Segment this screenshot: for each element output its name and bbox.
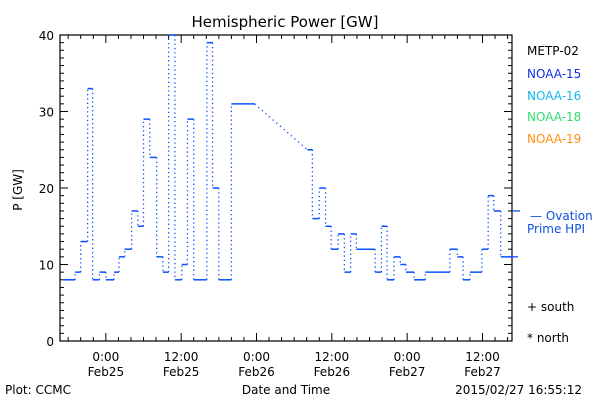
x-tick-label-date: Feb25 xyxy=(163,365,200,379)
legend-ovation-line2: Prime HPI xyxy=(527,222,585,236)
data-series-noaa-15 xyxy=(63,34,520,281)
x-tick-label-date: Feb27 xyxy=(389,365,426,379)
legend-item-noaa-18: NOAA-18 xyxy=(527,110,581,124)
x-tick-label-date: Feb26 xyxy=(314,365,351,379)
plot-source: Plot: CCMC xyxy=(5,383,71,397)
y-axis-label: P [GW] xyxy=(11,169,25,211)
legend-item-noaa-16: NOAA-16 xyxy=(527,89,581,103)
x-tick-label-date: Feb25 xyxy=(88,365,125,379)
y-tick-label: 10 xyxy=(39,259,54,273)
legend-item-noaa-19: NOAA-19 xyxy=(527,132,581,146)
series-gap-connector xyxy=(254,103,308,151)
y-tick-label: 20 xyxy=(39,182,54,196)
legend-ovation-line1: — Ovation xyxy=(530,209,593,223)
y-tick-label: 30 xyxy=(39,106,54,120)
x-tick-label-date: Feb26 xyxy=(238,365,275,379)
x-tick-label-time: 12:00 xyxy=(164,350,199,364)
y-tick-label: 40 xyxy=(39,29,54,43)
y-tick-label: 0 xyxy=(46,335,54,349)
legend-item-noaa-15: NOAA-15 xyxy=(527,67,581,81)
x-tick-label-time: 0:00 xyxy=(394,350,421,364)
plot-frame xyxy=(59,34,513,342)
x-tick-label-time: 12:00 xyxy=(315,350,350,364)
timestamp: 2015/02/27 16:55:12 xyxy=(455,383,582,397)
axes: 0102030400:00Feb2512:00Feb250:00Feb2612:… xyxy=(39,29,513,379)
x-tick-label-date: Feb27 xyxy=(464,365,501,379)
legend: METP-02 NOAA-15 NOAA-16 NOAA-18 NOAA-19 … xyxy=(527,44,593,345)
chart-title: Hemispheric Power [GW] xyxy=(192,13,379,31)
x-tick-label-time: 0:00 xyxy=(243,350,270,364)
x-tick-label-time: 0:00 xyxy=(92,350,119,364)
legend-north: * north xyxy=(527,331,569,345)
legend-item-metp-02: METP-02 xyxy=(527,44,579,58)
legend-south: + south xyxy=(527,300,574,314)
x-tick-label-time: 12:00 xyxy=(465,350,500,364)
x-axis-label: Date and Time xyxy=(242,383,330,397)
